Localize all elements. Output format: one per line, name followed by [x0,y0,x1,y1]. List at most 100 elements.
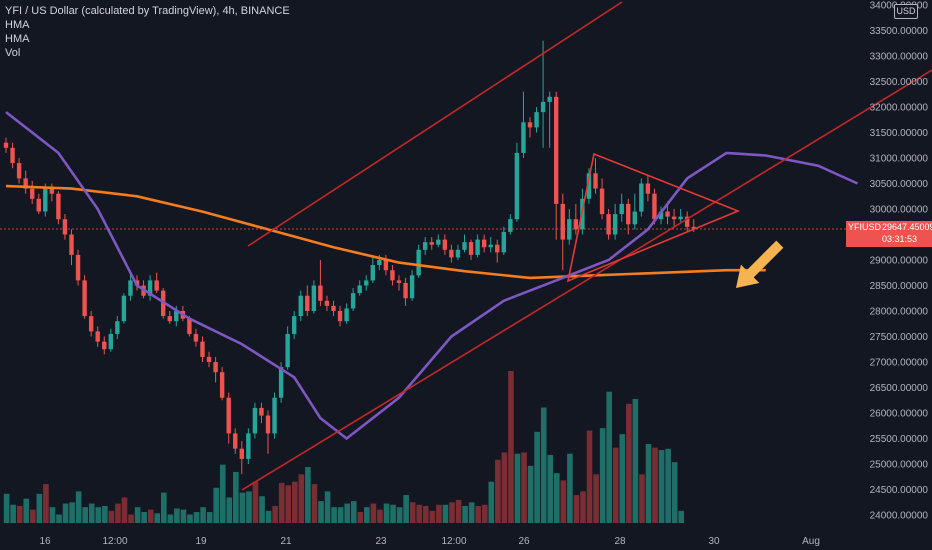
time-tick-label: 19 [195,536,207,547]
chart-legend: YFI / US Dollar (calculated by TradingVi… [5,4,290,60]
volume-bar [632,398,639,523]
volume-bar [3,493,10,523]
volume-bar [49,507,56,523]
price-tick-label: 28500.00000 [870,281,929,292]
price-tick-label: 25500.00000 [870,434,929,445]
volume-bar [193,512,200,523]
volume-bar [219,464,226,523]
candle-body [324,300,330,306]
volume-bar [259,496,265,523]
volume-bar [292,481,298,523]
candle-body [311,285,317,311]
candle-body [233,433,238,449]
volume-bar [252,481,259,523]
candle-body [69,234,74,255]
time-tick-label: 12:00 [102,536,127,547]
price-tick-label: 31500.00000 [870,128,929,139]
price-tag-countdown: 03:31:53 [882,234,918,244]
price-tick-label: 32500.00000 [870,77,929,88]
volume-bar [82,507,88,523]
volume-bar [134,507,141,523]
volume-bar [475,505,481,523]
hma-slow-line[interactable] [5,184,766,280]
arrow-annotation[interactable] [727,235,789,297]
candle-body [442,239,448,250]
candle-body [82,280,87,317]
volume-bar [10,504,16,523]
volume-bar [403,495,409,523]
candle-body [174,311,179,322]
candle-body [357,285,362,294]
volume-bar [344,503,350,523]
candle-body [219,372,225,398]
volume-bar [409,502,416,523]
candle-body [377,260,382,266]
volume-bar [678,510,685,523]
candle-body [560,203,565,240]
volume-bar [272,505,278,523]
volume-bar [206,512,213,523]
candle-body [488,244,493,248]
volume-bar [383,503,390,523]
volume-bar [658,450,665,523]
candle-body [147,280,153,296]
candle-body [331,305,336,311]
candle-body [128,280,133,296]
volume-bar [442,504,449,523]
candle-body [121,295,127,322]
volume-bar [645,443,652,523]
candle-body [534,112,539,128]
candle-body [193,333,199,342]
volume-bar [88,503,95,523]
time-tick-label: 26 [518,536,530,547]
candle-body [49,188,55,194]
volume-bar [449,502,455,523]
price-axis[interactable]: 24000.00000 24500.00000 25000.00000 25500.0… [870,1,929,522]
candle-body [292,316,297,334]
volume-bar [652,447,658,523]
volume-bar [318,501,324,523]
legend-hma-1[interactable]: HMA [5,19,30,31]
triangle-pattern[interactable] [566,152,741,283]
candle-body [75,254,81,281]
hma-fast-line[interactable] [5,111,859,441]
volume-bar [174,508,180,523]
time-axis[interactable]: 16 12:00 19 21 23 12:00 26 28 30 Aug [39,536,819,547]
channel-lower-line[interactable] [241,69,932,491]
candle-body [665,211,670,217]
candle-body [416,249,421,276]
volume-bar [75,491,82,523]
volume-bar [147,509,154,523]
candle-body [390,270,395,281]
volume-bar [462,505,468,523]
volume-bar [102,505,108,523]
hma-lines [5,111,859,441]
volume-bar [534,431,540,523]
channel-upper-line[interactable] [247,1,623,247]
volume-bars [3,371,685,523]
price-tick-label: 24500.00000 [870,485,929,496]
time-tick-label: Aug [802,536,820,547]
volume-bar [612,447,619,523]
candle-body [285,333,290,368]
volume-bar [187,514,193,523]
price-tick-label: 33000.00000 [870,52,929,63]
candle-body [652,193,657,220]
volume-bar [527,465,534,523]
volume-bar [357,512,364,523]
legend-volume[interactable]: Vol [5,47,21,59]
candle-body [115,321,120,334]
currency-badge[interactable]: USD [894,4,918,19]
volume-bar [246,491,252,523]
candle-body [449,249,454,258]
price-tick-label: 30000.00000 [870,205,929,216]
legend-title[interactable]: YFI / US Dollar (calculated by TradingVi… [5,5,290,17]
volume-bar [508,371,514,523]
time-tick-label: 28 [614,536,626,547]
candle-body [547,96,552,102]
volume-bar [324,491,331,523]
drawings[interactable] [0,1,932,491]
legend-hma-2[interactable]: HMA [5,33,30,45]
price-tick-label: 31000.00000 [870,154,929,165]
